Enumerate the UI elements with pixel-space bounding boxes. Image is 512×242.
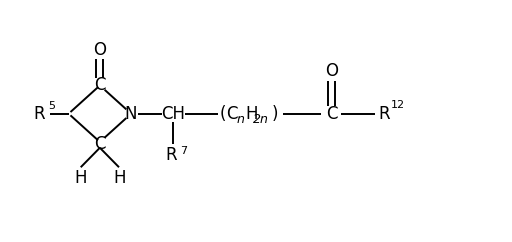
Text: C: C bbox=[94, 135, 105, 153]
Text: 5: 5 bbox=[49, 101, 55, 111]
Text: O: O bbox=[325, 62, 338, 80]
Text: C: C bbox=[326, 105, 337, 123]
Text: R: R bbox=[165, 146, 177, 164]
Text: 2n: 2n bbox=[253, 113, 269, 126]
Text: n: n bbox=[237, 113, 245, 126]
Text: R: R bbox=[378, 105, 390, 123]
Text: O: O bbox=[93, 41, 106, 59]
Text: (: ( bbox=[220, 105, 226, 123]
Text: CH: CH bbox=[161, 105, 185, 123]
Text: N: N bbox=[125, 105, 137, 123]
Text: ): ) bbox=[272, 105, 279, 123]
Text: 12: 12 bbox=[391, 100, 405, 110]
Text: R: R bbox=[33, 105, 45, 123]
Text: C: C bbox=[94, 76, 105, 94]
Text: H: H bbox=[246, 105, 258, 123]
Text: C: C bbox=[226, 105, 238, 123]
Text: H: H bbox=[113, 169, 126, 187]
Text: H: H bbox=[74, 169, 87, 187]
Text: 7: 7 bbox=[180, 146, 187, 156]
